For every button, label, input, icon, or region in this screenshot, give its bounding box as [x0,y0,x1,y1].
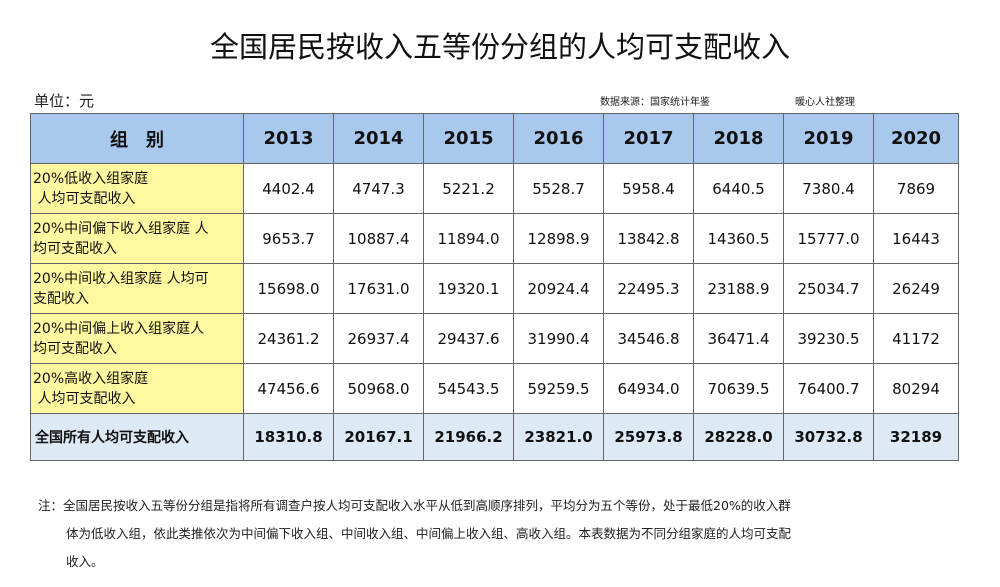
label-line: 支配收入 [33,290,89,307]
header-cell: 2019 [783,113,874,164]
value-cell: 22495.3 [603,263,694,314]
label-line: 20%低收入组家庭 [33,170,149,187]
label-line: 均可支配收入 [33,240,117,257]
row-label: 20%中间收入组家庭 人均可 支配收入 [30,263,244,314]
value-cell: 7869 [873,163,959,214]
total-cell: 28228.0 [693,413,784,461]
data-row: 20%低收入组家庭 人均可支配收入 4402.4 4747.3 5221.2 5528.… [30,163,959,214]
total-cell: 32189 [873,413,959,461]
value-cell: 59259.5 [513,363,604,414]
value-cell: 80294 [873,363,959,414]
total-label: 全国所有人均可支配收入 [30,413,244,461]
label-line: 人均可支配收入 [33,390,136,407]
row-label: 20%中间偏下收入组家庭 人均可支配收入 [30,213,244,264]
value-cell: 29437.6 [423,313,514,364]
value-cell: 6440.5 [693,163,784,214]
value-cell: 41172 [873,313,959,364]
value-cell: 10887.4 [333,213,424,264]
value-cell: 13842.8 [603,213,694,264]
value-cell: 47456.6 [243,363,334,414]
value-cell: 17631.0 [333,263,424,314]
note-line: 收入。 [66,554,104,569]
value-cell: 70639.5 [693,363,784,414]
total-cell: 23821.0 [513,413,604,461]
title: 全国居民按收入五等份分组的人均可支配收入 [209,30,790,64]
value-cell: 4747.3 [333,163,424,214]
value-cell: 15777.0 [783,213,874,264]
total-row: 全国所有人均可支配收入 18310.8 20167.1 21966.2 23821.0 2… [30,413,959,461]
total-cell: 21966.2 [423,413,514,461]
label-line: 20%中间偏上收入组家庭人 [33,320,205,337]
data-row: 20%中间收入组家庭 人均可 支配收入 15698.0 17631.0 19320.1 2… [30,263,959,314]
unit: 单位：元 [34,92,95,110]
value-cell: 7380.4 [783,163,874,214]
label-line: 20%中间收入组家庭 人均可 [33,270,209,287]
value-cell: 34546.8 [603,313,694,364]
credit: 暖心人社整理 [795,97,855,108]
value-cell: 4402.4 [243,163,334,214]
value-cell: 25034.7 [783,263,874,314]
header-cell: 2017 [603,113,694,164]
value-cell: 12898.9 [513,213,604,264]
value-cell: 50968.0 [333,363,424,414]
total-cell: 18310.8 [243,413,334,461]
value-cell: 24361.2 [243,313,334,364]
header-cell: 组 别 [30,113,244,164]
row-label: 20%高收入组家庭 人均可支配收入 [30,363,244,414]
label-line: 20%高收入组家庭 [33,370,149,387]
data-row: 20%中间偏上收入组家庭人 均可支配收入 24361.2 26937.4 29437.6… [30,313,959,364]
value-cell: 11894.0 [423,213,514,264]
value-cell: 31990.4 [513,313,604,364]
total-cell: 25973.8 [603,413,694,461]
value-cell: 5958.4 [603,163,694,214]
note-line: 注：全国居民按收入五等份分组是指将所有调查户按人均可支配收入水平从低到高顺序排列… [38,498,791,513]
value-cell: 15698.0 [243,263,334,314]
value-cell: 9653.7 [243,213,334,264]
value-cell: 20924.4 [513,263,604,314]
value-cell: 14360.5 [693,213,784,264]
data-row: 20%高收入组家庭 人均可支配收入 47456.6 50968.0 54543.5 59… [30,363,959,414]
value-cell: 36471.4 [693,313,784,364]
label-line: 人均可支配收入 [33,190,136,207]
row-label: 20%中间偏上收入组家庭人 均可支配收入 [30,313,244,364]
source: 数据来源：国家统计年鉴 [600,97,710,108]
label-line: 20%中间偏下收入组家庭 人 [33,220,209,237]
header-cell: 2013 [243,113,334,164]
value-cell: 23188.9 [693,263,784,314]
value-cell: 26937.4 [333,313,424,364]
total-cell: 30732.8 [783,413,874,461]
header-cell: 2014 [333,113,424,164]
header-cell: 2016 [513,113,604,164]
value-cell: 26249 [873,263,959,314]
note: 注：全国居民按收入五等份分组是指将所有调查户按人均可支配收入水平从低到高顺序排列… [38,492,791,576]
value-cell: 16443 [873,213,959,264]
value-cell: 5528.7 [513,163,604,214]
header-cell: 2018 [693,113,784,164]
row-label: 20%低收入组家庭 人均可支配收入 [30,163,244,214]
note-line: 体为低收入组，依此类推依次为中间偏下收入组、中间收入组、中间偏上收入组、高收入组… [66,526,792,541]
value-cell: 39230.5 [783,313,874,364]
label-line: 均可支配收入 [33,340,117,357]
value-cell: 5221.2 [423,163,514,214]
header-row: 组 别 2013 2014 2015 2016 2017 2018 2019 2020 [30,113,959,164]
income-table: 组 别 2013 2014 2015 2016 2017 2018 2019 2020 20%低收… [30,113,959,461]
value-cell: 76400.7 [783,363,874,414]
value-cell: 64934.0 [603,363,694,414]
header-cell: 2020 [873,113,959,164]
total-cell: 20167.1 [333,413,424,461]
value-cell: 54543.5 [423,363,514,414]
value-cell: 19320.1 [423,263,514,314]
header-cell: 2015 [423,113,514,164]
data-row: 20%中间偏下收入组家庭 人均可支配收入 9653.7 10887.4 11894.0… [30,213,959,264]
